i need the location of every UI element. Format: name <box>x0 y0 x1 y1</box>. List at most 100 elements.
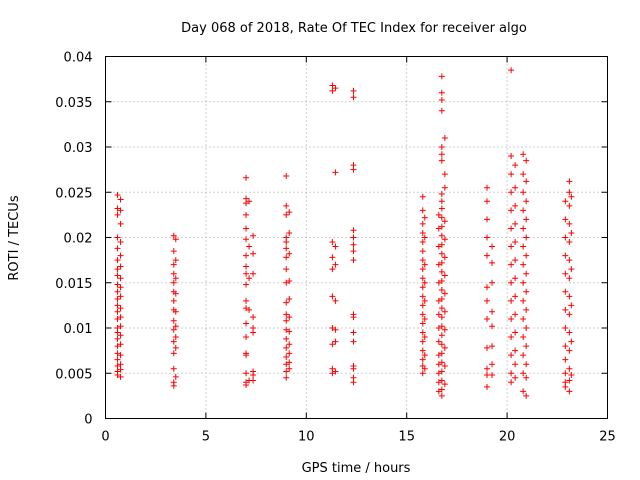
data-point <box>117 361 124 368</box>
data-point <box>438 89 445 96</box>
data-point <box>170 382 177 389</box>
data-point <box>489 243 496 250</box>
data-point <box>350 94 357 101</box>
data-point <box>484 383 491 390</box>
data-point <box>332 297 339 304</box>
data-point <box>566 388 573 395</box>
y-tick-label: 0.005 <box>55 367 92 382</box>
data-point <box>170 261 177 268</box>
x-tick-label: 20 <box>499 430 516 445</box>
data-point <box>421 315 428 322</box>
x-tick-label: 10 <box>298 430 315 445</box>
data-point <box>332 338 339 345</box>
data-point <box>286 209 293 216</box>
data-point <box>438 277 445 284</box>
data-point <box>283 266 290 273</box>
data-point <box>419 248 426 255</box>
data-point <box>286 359 293 366</box>
data-point <box>508 352 515 359</box>
data-point <box>435 311 442 318</box>
data-point <box>520 189 527 196</box>
data-point <box>441 184 448 191</box>
data-point <box>243 334 250 341</box>
data-point <box>243 297 250 304</box>
data-point <box>484 234 491 241</box>
y-tick-label: 0.04 <box>64 51 93 66</box>
data-point <box>350 227 357 234</box>
data-point <box>421 214 428 221</box>
data-point <box>350 338 357 345</box>
data-point <box>512 239 519 246</box>
data-point <box>246 275 253 282</box>
data-point <box>419 311 426 318</box>
data-point <box>489 372 496 379</box>
data-point <box>441 134 448 141</box>
data-point <box>435 370 442 377</box>
data-point <box>566 257 573 264</box>
data-point <box>421 334 428 341</box>
data-point <box>484 365 491 372</box>
data-point <box>117 263 124 270</box>
data-point <box>283 311 290 318</box>
y-tick-label: 0.035 <box>55 96 92 111</box>
data-point <box>250 372 257 379</box>
data-point <box>114 266 121 273</box>
data-point <box>172 257 179 264</box>
data-point <box>250 232 257 239</box>
y-tick-label: 0.015 <box>55 277 92 292</box>
data-point <box>523 234 530 241</box>
data-point <box>512 257 519 264</box>
data-point <box>438 191 445 198</box>
x-tick-label: 5 <box>202 430 210 445</box>
data-point <box>243 225 250 232</box>
data-point <box>508 171 515 178</box>
data-point <box>566 220 573 227</box>
data-point <box>350 314 357 321</box>
data-point <box>117 220 124 227</box>
data-point <box>568 193 575 200</box>
data-point <box>512 311 519 318</box>
data-point <box>172 344 179 351</box>
data-point <box>438 250 445 257</box>
data-point <box>484 198 491 205</box>
data-point <box>438 144 445 150</box>
data-point <box>243 263 250 270</box>
data-point <box>421 352 428 359</box>
data-point <box>484 372 491 379</box>
data-point <box>512 329 519 336</box>
data-point <box>508 153 515 160</box>
data-point <box>523 288 530 295</box>
data-point <box>283 254 290 261</box>
data-point <box>435 297 442 304</box>
data-point <box>508 207 515 214</box>
data-point <box>419 275 426 282</box>
data-point <box>438 205 445 212</box>
data-point <box>441 381 448 388</box>
data-point <box>117 196 124 203</box>
data-point <box>489 308 496 315</box>
data-point <box>438 268 445 275</box>
data-point <box>562 198 569 205</box>
data-point <box>441 290 448 297</box>
data-point <box>419 284 426 291</box>
data-point <box>489 361 496 368</box>
data-point <box>562 216 569 223</box>
data-point <box>438 314 445 321</box>
data-point <box>350 329 357 336</box>
data-point <box>114 288 121 295</box>
data-point <box>438 223 445 230</box>
data-point <box>520 171 527 178</box>
data-point <box>421 234 428 241</box>
data-point <box>117 305 124 312</box>
data-point <box>419 193 426 200</box>
axis-ticks <box>105 56 608 419</box>
data-point <box>419 302 426 309</box>
data-point <box>419 320 426 327</box>
data-point <box>520 388 527 395</box>
data-point <box>562 356 569 363</box>
data-point <box>283 344 290 351</box>
data-point <box>508 189 515 196</box>
x-tick-labels: 0 5 10 15 20 25 <box>101 430 615 445</box>
data-point <box>243 382 250 389</box>
data-point <box>484 184 491 191</box>
